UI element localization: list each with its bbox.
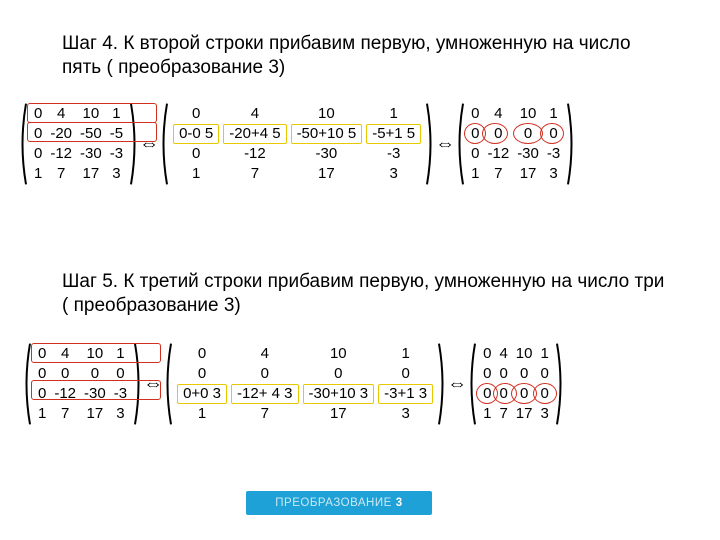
cell-5c-r3c3: 0 (520, 385, 528, 402)
matrix-5a: 04101 0000 0-12-30-3 17173 (28, 342, 137, 426)
cell-5c-r3c1: 0 (483, 385, 491, 402)
cell-4b-r2c4: -5+1 5 (372, 125, 415, 142)
matrix-5c: 04101 0000 0 0 0 0 17173 (473, 342, 559, 426)
step5-row: 04101 0000 0-12-30-3 17173 ⇔ 04101 0000 … (28, 342, 559, 426)
matrix-5c-table: 04101 0000 0 0 0 0 17173 (479, 344, 553, 424)
matrix-4b: 04101 0-0 5 -20+4 5 -50+10 5 -5+1 5 0-12… (165, 102, 429, 186)
arrow-4-2: ⇔ (435, 133, 455, 156)
cell-4b-r2c3: -50+10 5 (297, 125, 357, 142)
matrix-5b-table: 04101 0000 0+0 3 -12+ 4 3 -30+10 3 -3+1 … (175, 344, 435, 424)
cell-4c-r2c1: 0 (471, 125, 479, 142)
step4-row: 04101 0-20-50-5 0-12-30-3 17173 ⇔ 04101 … (24, 102, 570, 186)
cell-5c-r3c2: 0 (499, 385, 507, 402)
cell-5b-r3c2: -12+ 4 3 (237, 385, 292, 402)
arrow-5-2: ⇔ (447, 373, 467, 396)
matrix-4c: 04101 0 0 0 0 0-12-30-3 17173 (461, 102, 570, 186)
transform-button-number: 3 (396, 497, 403, 509)
cell-5b-r3c4: -3+1 3 (384, 385, 427, 402)
matrix-5a-table: 04101 0000 0-12-30-3 17173 (34, 344, 131, 424)
step4-text: Шаг 4. К второй строки прибавим первую, … (62, 32, 672, 80)
transform-button-label: ПРЕОБРАЗОВАНИЕ (275, 497, 392, 509)
cell-4b-r2c2: -20+4 5 (229, 125, 280, 142)
cell-5b-r3c3: -30+10 3 (309, 385, 369, 402)
arrow-4-1: ⇔ (139, 133, 159, 156)
matrix-4c-table: 04101 0 0 0 0 0-12-30-3 17173 (467, 104, 564, 184)
cell-4c-r2c4: 0 (549, 125, 557, 142)
cell-4b-r2c1: 0-0 5 (179, 125, 213, 142)
cell-5b-r3c1: 0+0 3 (183, 385, 221, 402)
matrix-5b: 04101 0000 0+0 3 -12+ 4 3 -30+10 3 -3+1 … (169, 342, 441, 426)
matrix-4a-table: 04101 0-20-50-5 0-12-30-3 17173 (30, 104, 127, 184)
matrix-4b-table: 04101 0-0 5 -20+4 5 -50+10 5 -5+1 5 0-12… (171, 104, 423, 184)
matrix-4a: 04101 0-20-50-5 0-12-30-3 17173 (24, 102, 133, 186)
arrow-5-1: ⇔ (143, 373, 163, 396)
transform-button[interactable]: ПРЕОБРАЗОВАНИЕ 3 (246, 491, 432, 515)
step5-text: Шаг 5. К третий строки прибавим первую, … (62, 270, 672, 318)
cell-4c-r2c2: 0 (494, 125, 502, 142)
cell-4c-r2c3: 0 (524, 125, 532, 142)
cell-5c-r3c4: 0 (540, 385, 548, 402)
